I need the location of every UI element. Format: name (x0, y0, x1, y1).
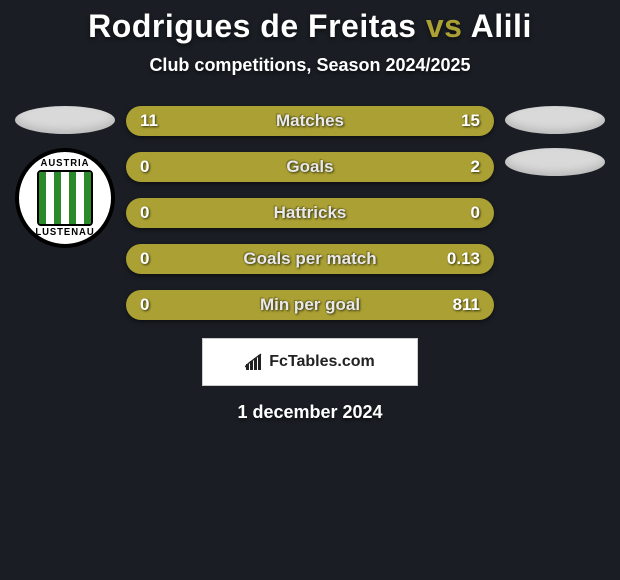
stat-right-value: 0 (471, 203, 480, 223)
player2-avatar-placeholder (505, 106, 605, 134)
stat-bar-goals-per-match: 0 Goals per match 0.13 (126, 244, 494, 274)
title-player1: Rodrigues de Freitas (88, 8, 416, 44)
title-vs: vs (426, 8, 463, 44)
stat-label: Hattricks (274, 203, 347, 223)
footer-brand-text: FcTables.com (269, 353, 375, 371)
left-column: AUSTRIA LUSTENAU (10, 106, 120, 320)
stat-bar-min-per-goal: 0 Min per goal 811 (126, 290, 494, 320)
stats-column: 11 Matches 15 0 Goals 2 0 Hattricks 0 0 … (120, 106, 500, 320)
right-column (500, 106, 610, 320)
page-title: Rodrigues de Freitas vs Alili (0, 8, 620, 45)
stat-left-value: 11 (140, 111, 158, 131)
stat-left-value: 0 (140, 157, 149, 177)
club-badge-text-bottom: LUSTENAU (21, 227, 108, 238)
footer-brand-box: FcTables.com (202, 338, 418, 386)
subtitle: Club competitions, Season 2024/2025 (0, 55, 620, 76)
club-badge-text-top: AUSTRIA (21, 158, 108, 169)
player1-avatar-placeholder (15, 106, 115, 134)
player1-club-badge: AUSTRIA LUSTENAU (15, 148, 115, 248)
stat-label: Matches (276, 111, 344, 131)
stat-label: Goals per match (243, 249, 376, 269)
stat-label: Goals (286, 157, 333, 177)
stat-left-value: 0 (140, 295, 149, 315)
body-row: AUSTRIA LUSTENAU 11 Matches 15 0 Goals 2… (0, 106, 620, 320)
stat-right-value: 2 (471, 157, 480, 177)
title-player2: Alili (471, 8, 532, 44)
stat-bar-matches: 11 Matches 15 (126, 106, 494, 136)
page-root: Rodrigues de Freitas vs Alili Club compe… (0, 0, 620, 423)
stat-bar-hattricks: 0 Hattricks 0 (126, 198, 494, 228)
date-text: 1 december 2024 (0, 402, 620, 423)
bar-chart-icon (245, 353, 265, 371)
stat-right-value: 0.13 (447, 249, 480, 269)
stat-right-value: 811 (453, 295, 480, 315)
stat-right-value: 15 (461, 111, 480, 131)
club-badge-stripes (37, 170, 93, 226)
stat-left-value: 0 (140, 203, 149, 223)
player2-club-placeholder (505, 148, 605, 176)
stat-left-value: 0 (140, 249, 149, 269)
stat-label: Min per goal (260, 295, 360, 315)
stat-bar-goals: 0 Goals 2 (126, 152, 494, 182)
